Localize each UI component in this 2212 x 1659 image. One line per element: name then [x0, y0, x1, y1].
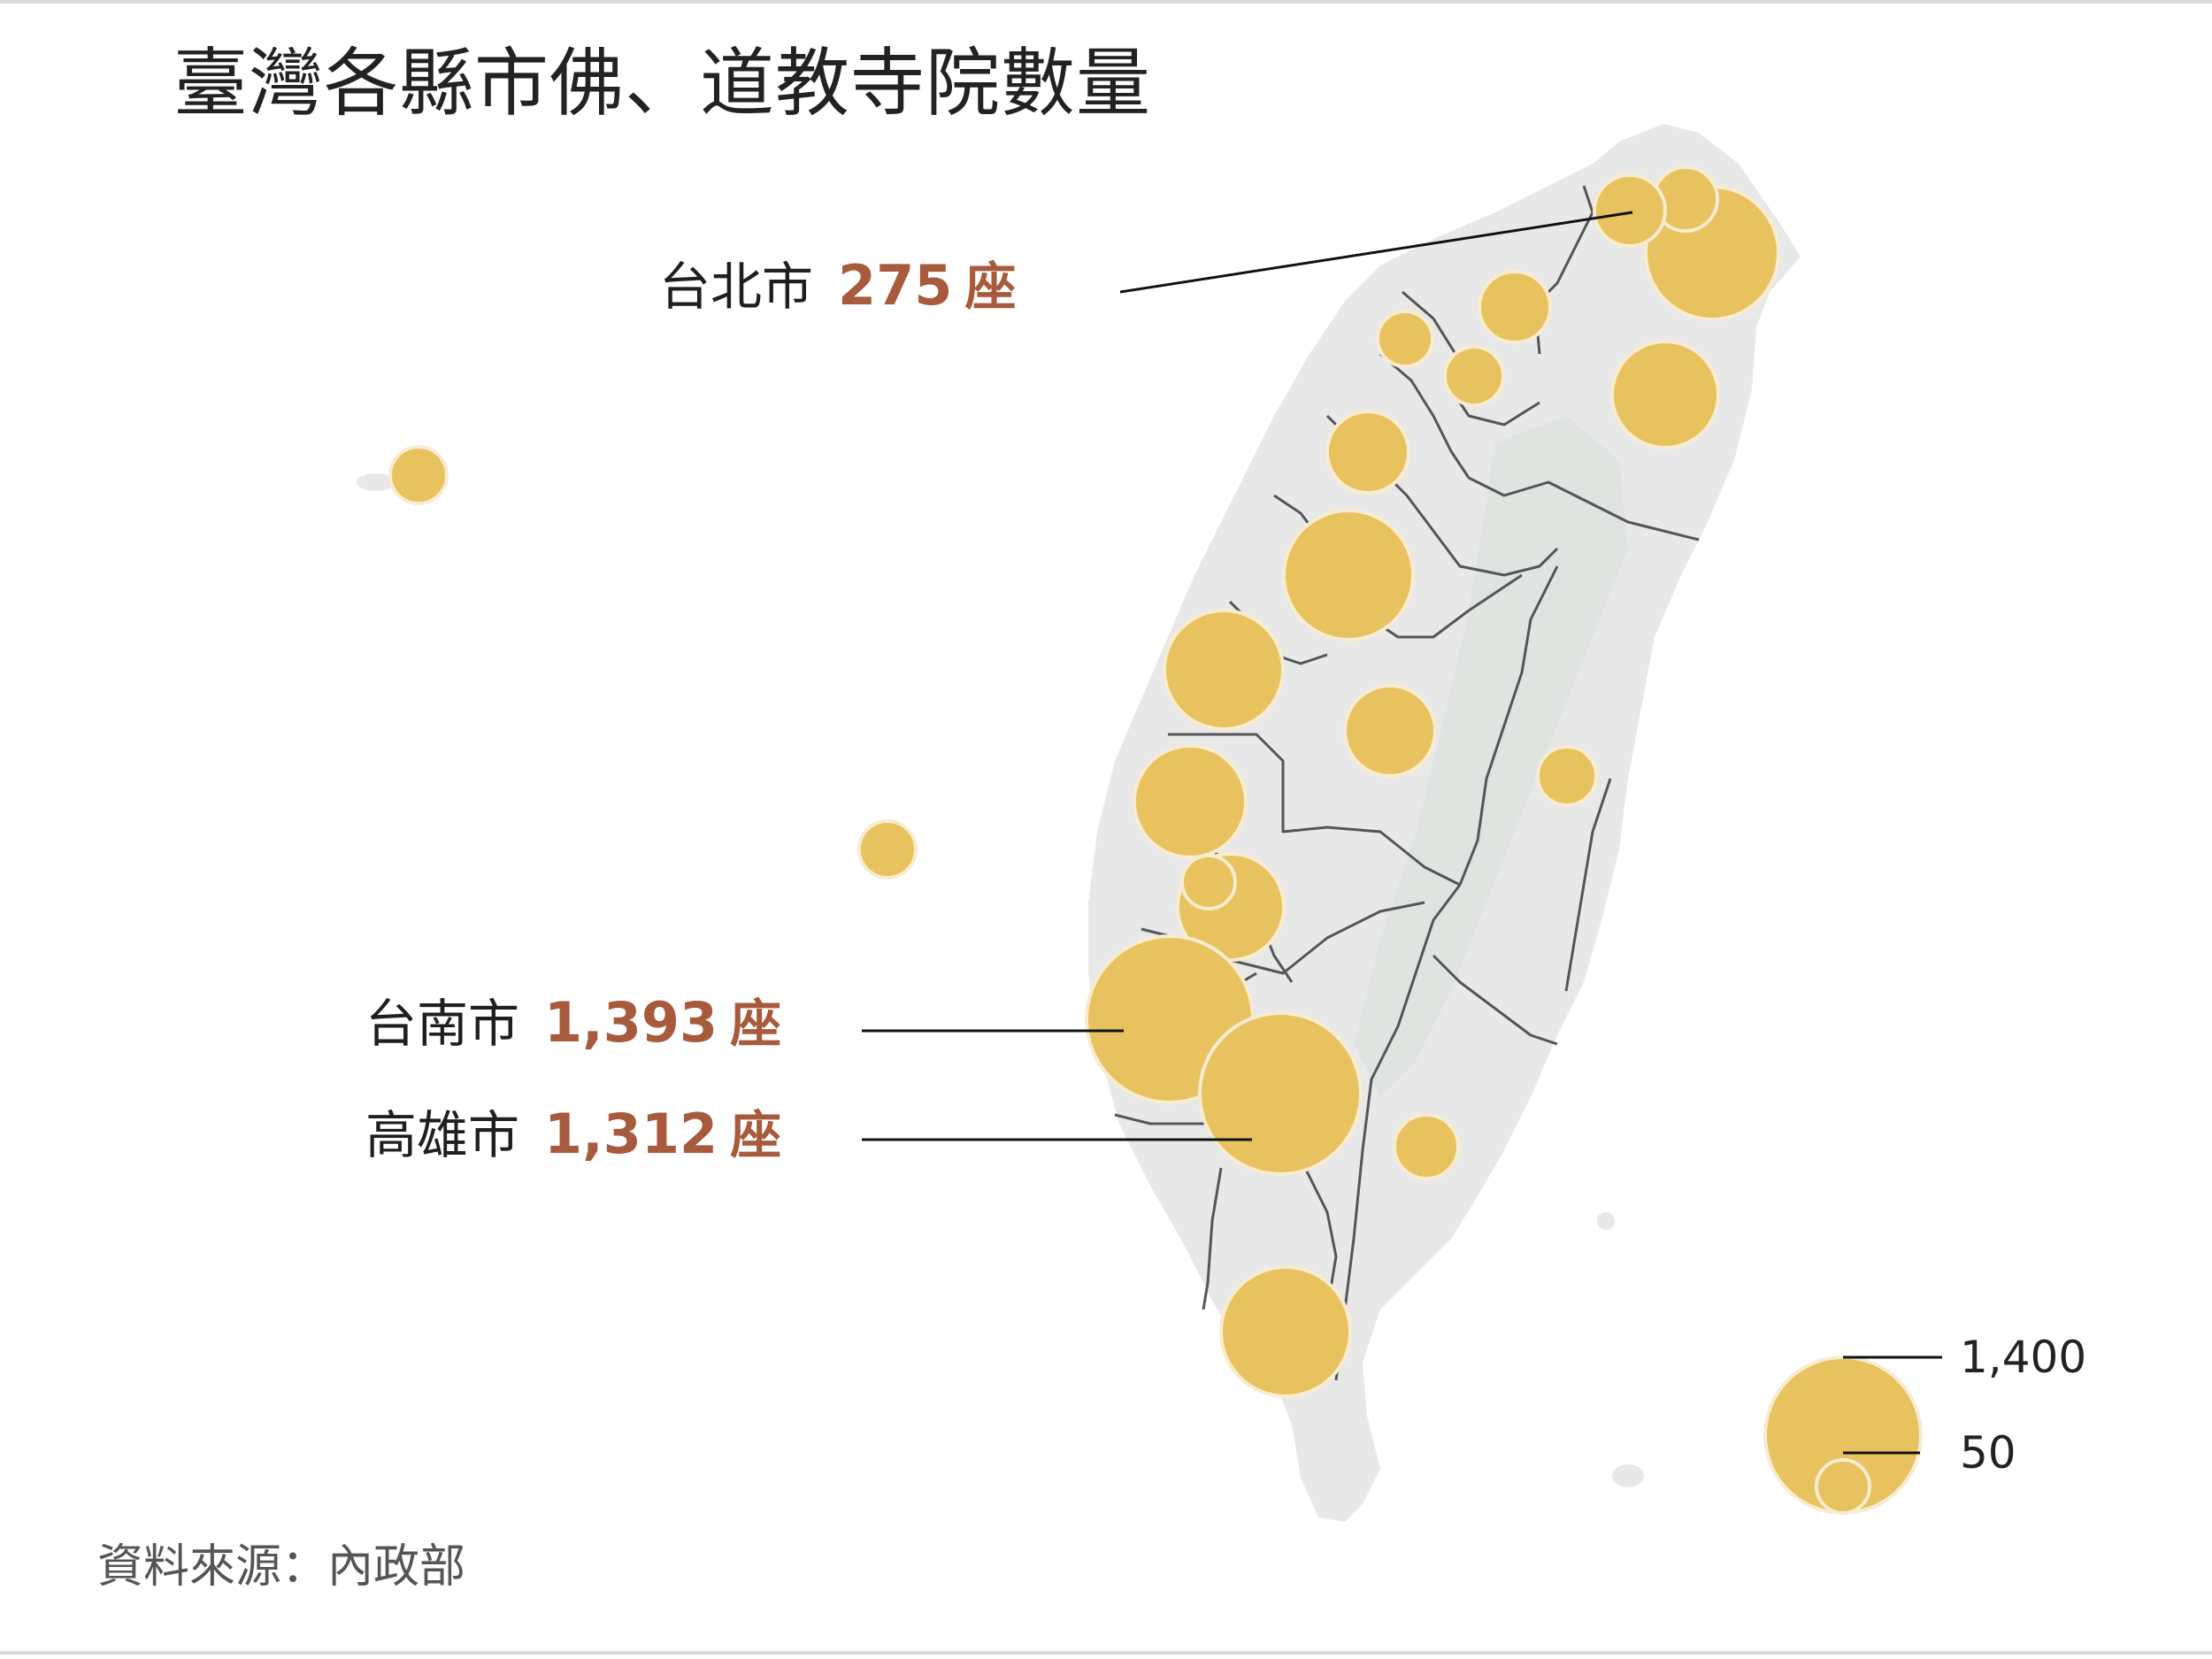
top-border [0, 0, 2212, 4]
bubble-hualien [1536, 745, 1598, 807]
kinmen-island [357, 473, 396, 491]
bubble-nantou [1343, 684, 1437, 778]
mountain-shading [1354, 416, 1628, 1097]
page-title: 臺灣各縣市佛、道教寺院數量 [173, 40, 1152, 127]
callout-unit: 座 [730, 1105, 782, 1165]
bubble-kinmen [388, 445, 449, 505]
green-island [1597, 1212, 1615, 1230]
bubble-yilan [1610, 340, 1720, 449]
callout-unit: 座 [964, 257, 1017, 317]
bubble-hsinchu-city [1376, 310, 1434, 368]
callout-kaohsiung: 高雄市 1,312 座 [365, 1107, 781, 1162]
bubble-chiayi-city [1180, 854, 1237, 910]
callout-city: 高雄市 [365, 1105, 520, 1165]
bubble-taipei [1593, 173, 1667, 248]
bubble-taichung [1282, 509, 1415, 641]
legend-label-max: 1,400 [1960, 1332, 2087, 1383]
callout-city: 台南市 [365, 994, 520, 1054]
callout-taipei: 台北市 275 座 [659, 258, 1016, 313]
bubble-kaohsiung [1198, 1011, 1363, 1176]
callout-count: 1,393 [544, 990, 718, 1055]
callout-unit: 座 [730, 994, 782, 1054]
legend-bubble-min [1815, 1458, 1871, 1515]
callout-city: 台北市 [659, 257, 814, 317]
callout-count: 1,312 [544, 1102, 718, 1166]
bubble-taitung [1393, 1113, 1460, 1180]
bubble-taoyuan [1478, 270, 1552, 344]
bubble-penghu [857, 819, 918, 879]
leader-line-taipei [1119, 211, 1633, 294]
bubble-hsinchu-county [1443, 345, 1505, 407]
data-source: 資料來源：內政部 [97, 1540, 466, 1594]
bubble-miaoli [1325, 410, 1410, 495]
bubble-yunlin [1133, 744, 1248, 859]
callout-count: 275 [838, 253, 953, 318]
orchid-island [1612, 1464, 1644, 1487]
legend-label-min: 50 [1960, 1427, 2016, 1479]
size-legend [1763, 1356, 1942, 1515]
bubble-pingtung [1219, 1265, 1352, 1398]
bubble-changhua [1163, 609, 1285, 731]
bottom-border [0, 1651, 2212, 1655]
bubble-layer [388, 165, 1780, 1398]
callout-tainan: 台南市 1,393 座 [365, 995, 781, 1050]
